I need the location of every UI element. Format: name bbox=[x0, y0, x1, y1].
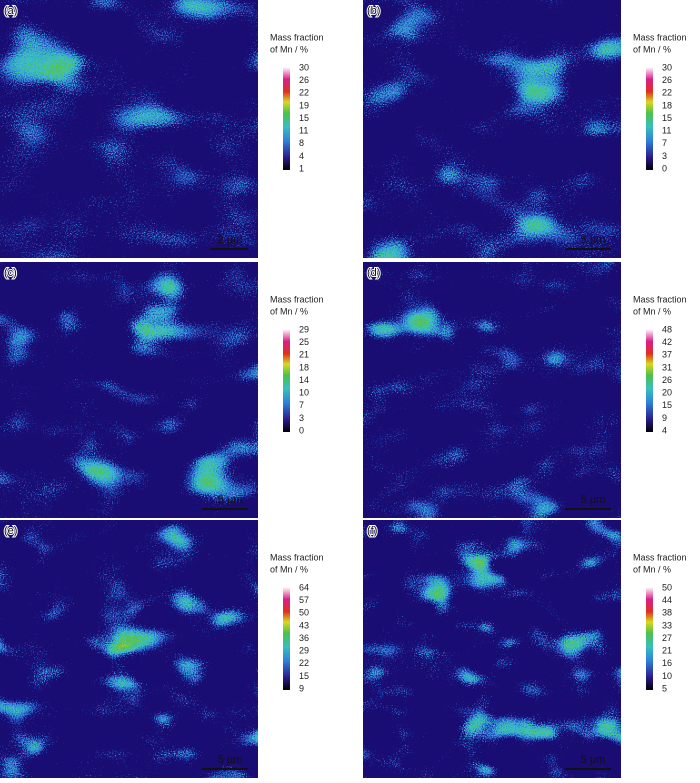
element-map bbox=[363, 520, 621, 778]
colorbar-tick-label: 20 bbox=[662, 388, 672, 398]
colorbar-title: Mass fraction bbox=[270, 32, 324, 42]
colorbar-tick-label: 9 bbox=[662, 413, 667, 423]
colorbar bbox=[283, 587, 290, 690]
colorbar-title: of Mn / % bbox=[270, 306, 308, 316]
scale-bar-label: 2 μm bbox=[218, 234, 243, 246]
colorbar-tick-label: 22 bbox=[662, 88, 672, 98]
panel-label: (b) bbox=[367, 5, 380, 17]
colorbar-tick-label: 15 bbox=[299, 113, 309, 123]
colorbar-tick-label: 26 bbox=[662, 75, 672, 85]
colorbar-tick-label: 36 bbox=[299, 633, 309, 643]
colorbar-tick-label: 15 bbox=[299, 671, 309, 681]
colorbar bbox=[283, 67, 290, 170]
colorbar-tick-label: 3 bbox=[662, 151, 667, 161]
colorbar bbox=[283, 329, 290, 432]
colorbar-tick-label: 27 bbox=[662, 633, 672, 643]
colorbar-tick-label: 44 bbox=[662, 595, 672, 605]
colorbar-tick-label: 43 bbox=[299, 620, 309, 630]
colorbar-title: Mass fraction bbox=[270, 294, 324, 304]
element-map bbox=[363, 262, 621, 518]
colorbar-tick-label: 5 bbox=[662, 683, 667, 693]
colorbar bbox=[646, 587, 653, 690]
colorbar bbox=[646, 329, 653, 432]
colorbar-tick-label: 18 bbox=[299, 362, 309, 372]
colorbar-tick-label: 29 bbox=[299, 324, 309, 334]
scale-bar-label: 5 μm bbox=[581, 494, 606, 506]
colorbar-tick-label: 22 bbox=[299, 658, 309, 668]
panel-label: (f) bbox=[367, 525, 377, 537]
colorbar-tick-label: 19 bbox=[299, 100, 309, 110]
colorbar-title: Mass fraction bbox=[633, 32, 687, 42]
colorbar-tick-label: 10 bbox=[299, 388, 309, 398]
colorbar-title: Mass fraction bbox=[633, 552, 687, 562]
colorbar-title: of Mn / % bbox=[270, 564, 308, 574]
scale-bar-label: 5 μm bbox=[218, 754, 243, 766]
element-map bbox=[363, 0, 621, 258]
colorbar-tick-label: 22 bbox=[299, 88, 309, 98]
colorbar-tick-label: 18 bbox=[662, 100, 672, 110]
colorbar-tick-label: 15 bbox=[662, 400, 672, 410]
panel-label: (d) bbox=[367, 267, 380, 279]
element-map bbox=[0, 262, 258, 518]
colorbar bbox=[646, 67, 653, 170]
scale-bar-label: 5 μm bbox=[581, 754, 606, 766]
colorbar-tick-label: 21 bbox=[299, 350, 309, 360]
colorbar-tick-label: 50 bbox=[662, 582, 672, 592]
colorbar-title: of Mn / % bbox=[633, 564, 671, 574]
colorbar-tick-label: 50 bbox=[299, 608, 309, 618]
panel-label: (c) bbox=[4, 267, 17, 279]
element-map bbox=[0, 0, 258, 258]
colorbar-tick-label: 11 bbox=[299, 126, 308, 136]
colorbar-tick-label: 9 bbox=[299, 683, 304, 693]
colorbar-title: of Mn / % bbox=[270, 44, 308, 54]
colorbar-tick-label: 30 bbox=[662, 62, 672, 72]
colorbar-tick-label: 64 bbox=[299, 582, 309, 592]
colorbar-tick-label: 57 bbox=[299, 595, 309, 605]
colorbar-tick-label: 37 bbox=[662, 350, 672, 360]
colorbar-tick-label: 1 bbox=[299, 163, 304, 173]
panel-label: (a) bbox=[4, 5, 17, 17]
colorbar-title: Mass fraction bbox=[633, 294, 687, 304]
colorbar-tick-label: 31 bbox=[662, 362, 672, 372]
colorbar-tick-label: 14 bbox=[299, 375, 309, 385]
colorbar-tick-label: 38 bbox=[662, 608, 672, 618]
colorbar-tick-label: 26 bbox=[299, 75, 309, 85]
colorbar-tick-label: 26 bbox=[662, 375, 672, 385]
colorbar-tick-label: 0 bbox=[662, 163, 667, 173]
scale-bar-label: 5 μm bbox=[581, 234, 606, 246]
colorbar-tick-label: 33 bbox=[662, 620, 672, 630]
colorbar-tick-label: 15 bbox=[662, 113, 672, 123]
colorbar-tick-label: 16 bbox=[662, 658, 672, 668]
colorbar-tick-label: 4 bbox=[662, 425, 667, 435]
colorbar-tick-label: 29 bbox=[299, 646, 309, 656]
panel-label: (e) bbox=[4, 525, 17, 537]
colorbar-tick-label: 7 bbox=[299, 400, 304, 410]
colorbar-title: of Mn / % bbox=[633, 44, 671, 54]
colorbar-tick-label: 4 bbox=[299, 151, 304, 161]
colorbar-tick-label: 7 bbox=[662, 138, 667, 148]
colorbar-tick-label: 0 bbox=[299, 425, 304, 435]
colorbar-tick-label: 8 bbox=[299, 138, 304, 148]
colorbar-tick-label: 25 bbox=[299, 337, 309, 347]
colorbar-title: of Mn / % bbox=[633, 306, 671, 316]
element-map bbox=[0, 520, 258, 778]
colorbar-title: Mass fraction bbox=[270, 552, 324, 562]
colorbar-tick-label: 42 bbox=[662, 337, 672, 347]
colorbar-tick-label: 30 bbox=[299, 62, 309, 72]
colorbar-tick-label: 11 bbox=[662, 126, 671, 136]
colorbar-tick-label: 3 bbox=[299, 413, 304, 423]
colorbar-tick-label: 10 bbox=[662, 671, 672, 681]
colorbar-tick-label: 48 bbox=[662, 324, 672, 334]
scale-bar-label: 5 μm bbox=[218, 494, 243, 506]
colorbar-tick-label: 21 bbox=[662, 646, 672, 656]
